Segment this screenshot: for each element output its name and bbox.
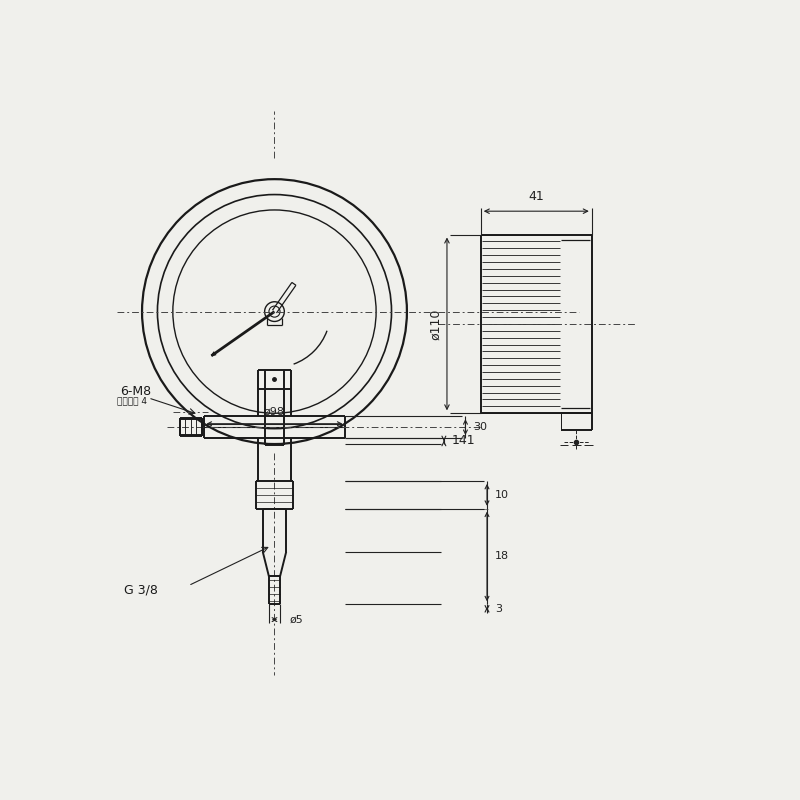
- Text: 10: 10: [495, 490, 509, 500]
- Text: 18: 18: [495, 551, 509, 562]
- Text: 3: 3: [495, 604, 502, 614]
- Text: 6-M8: 6-M8: [121, 385, 152, 398]
- Text: 141: 141: [452, 434, 475, 447]
- Text: ねじ深さ 4: ねじ深さ 4: [118, 397, 147, 406]
- Text: ø110: ø110: [429, 308, 442, 340]
- Text: ø98: ø98: [264, 406, 285, 416]
- Text: ø5: ø5: [290, 614, 304, 625]
- Text: G 3/8: G 3/8: [123, 583, 158, 597]
- Text: 30: 30: [474, 422, 487, 432]
- Text: 41: 41: [529, 190, 544, 203]
